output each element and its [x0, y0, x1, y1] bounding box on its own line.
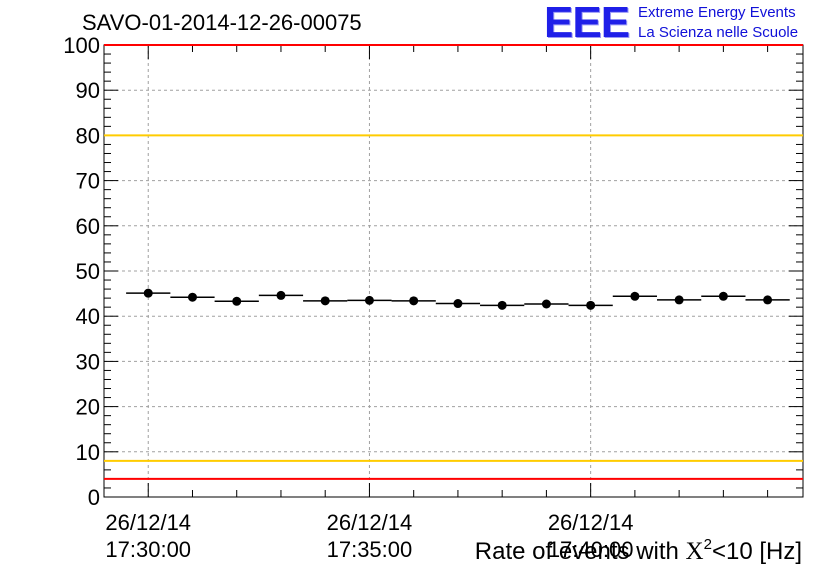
- y-tick-label: 20: [76, 395, 100, 420]
- data-point: [630, 291, 640, 301]
- x-tick-label-date: 26/12/14: [548, 510, 634, 535]
- x-tick-label-time: 17:30:00: [105, 537, 191, 562]
- y-tick-label: 40: [76, 304, 100, 329]
- x-axis-label-prefix: Rate of events with: [474, 538, 686, 565]
- chart-title: SAVO-01-2014-12-26-00075: [82, 10, 362, 35]
- x-axis-label-suffix: <10 [Hz]: [711, 538, 802, 565]
- y-tick-label: 80: [76, 123, 100, 148]
- y-tick-label: 60: [76, 214, 100, 239]
- y-tick-label: 70: [76, 169, 100, 194]
- eee-logo-mark: EEE: [544, 0, 630, 47]
- data-point: [232, 296, 242, 306]
- logo-line-2: La Scienza nelle Scuole: [638, 24, 799, 41]
- data-point: [364, 295, 374, 305]
- x-tick-label-date: 26/12/14: [327, 510, 413, 535]
- data-point: [320, 296, 330, 306]
- y-tick-label: 50: [76, 259, 100, 284]
- y-tick-label: 100: [63, 33, 100, 58]
- data-point: [453, 299, 463, 309]
- data-point: [409, 296, 419, 306]
- data-point: [187, 292, 197, 302]
- data-point: [143, 288, 153, 298]
- eee-logo: EEE Extreme Energy Events La Scienza nel…: [544, 0, 836, 47]
- y-tick-label: 90: [76, 78, 100, 103]
- x-axis-label: Rate of events with X2<10 [Hz]: [475, 536, 802, 566]
- y-tick-label: 30: [76, 349, 100, 374]
- data-point: [497, 300, 507, 310]
- x-axis-label-chi: X: [685, 538, 704, 565]
- data-point: [586, 300, 596, 310]
- data-point: [674, 295, 684, 305]
- data-point: [763, 295, 773, 305]
- y-tick-label: 10: [76, 440, 100, 465]
- data-point: [276, 290, 286, 300]
- x-axis-label-sup: 2: [703, 536, 712, 553]
- x-tick-label-time: 17:35:00: [327, 537, 413, 562]
- y-tick-label: 0: [88, 485, 100, 510]
- x-tick-label-date: 26/12/14: [105, 510, 191, 535]
- x-tick-label-time: 17:40:00: [548, 537, 634, 562]
- data-point: [541, 299, 551, 309]
- logo-line-1: Extreme Energy Events: [638, 4, 796, 21]
- data-point: [718, 291, 728, 301]
